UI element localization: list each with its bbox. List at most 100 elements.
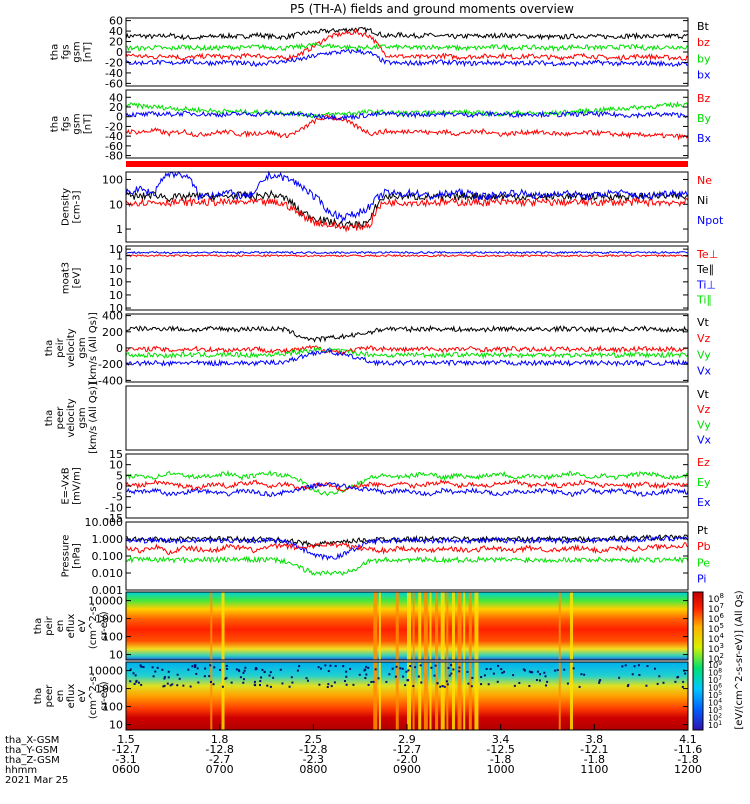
time-value: 0900 (393, 763, 421, 776)
spectrogram-noise-dot (402, 675, 405, 678)
y-tick-label: -60 (105, 77, 123, 90)
colorbar-tick-label: 103 (708, 705, 722, 715)
legend-entry: Te∥ (696, 263, 714, 276)
legend-entry: by (697, 52, 711, 65)
spectrogram-noise-dot (212, 683, 215, 686)
spectrogram-noise-dot (139, 664, 142, 667)
spectrogram-noise-dot (631, 673, 634, 676)
y-axis-label-line: fgs (61, 116, 72, 131)
spectrogram-noise-dot (333, 681, 336, 684)
spectrogram-noise-dot (377, 677, 380, 680)
spectrogram-noise-dot (546, 680, 549, 683)
x-gsm-value: 2.9 (398, 733, 416, 746)
y-tick-label: 400 (102, 310, 123, 323)
legend-entry: bx (697, 69, 711, 82)
spectrogram-noise-dot (349, 667, 352, 670)
spectrogram-event-stripe (440, 662, 445, 730)
spectrogram-noise-dot (367, 683, 370, 686)
y-tick-label: 0.100 (92, 550, 124, 563)
legend-entry: Vz (697, 332, 711, 345)
y-axis-label: tha fgs gsm [nT] (50, 113, 94, 134)
legend-entry: Pi (697, 573, 706, 586)
spectrogram-noise-dot (178, 677, 181, 680)
spectrogram-noise-dot (195, 672, 198, 675)
z-gsm-value: -1.8 (490, 753, 511, 766)
spectrogram-noise-dot (470, 685, 473, 688)
y-axis-label-line: velocity (66, 398, 77, 437)
spectrogram-noise-dot (653, 667, 656, 670)
y-axis-label-line: [nT] (83, 114, 94, 134)
spectrogram-noise-dot (345, 670, 348, 673)
legend-entry: Te⊥ (696, 248, 718, 261)
spectrogram-event-stripe (451, 662, 455, 730)
spectrogram-noise-dot (176, 684, 179, 687)
series-line-bx (125, 48, 688, 68)
y-axis-label: tha fgs gsm [nT] (50, 41, 94, 62)
spectrogram-noise-dot (497, 664, 500, 667)
x-axis-row-label: tha_Y-GSM (5, 745, 58, 756)
spectrogram-noise-dot (225, 676, 228, 679)
series-line-Bt (125, 26, 688, 41)
spectrogram-noise-dot (677, 675, 680, 678)
spectrogram-event-stripe (395, 592, 399, 660)
spectrogram-event-stripe (463, 592, 466, 660)
colorbar-tick-label: 102 (708, 713, 722, 723)
spectrogram-noise-dot (412, 685, 415, 688)
y-tick-label: -5 (112, 491, 123, 504)
spectrogram-noise-dot (254, 667, 257, 670)
z-gsm-value: -3.1 (115, 753, 136, 766)
spectrogram-noise-dot (189, 685, 192, 688)
spectrogram-noise-dot (306, 679, 309, 682)
spectrogram-noise-dot (487, 683, 490, 686)
y-gsm-value: -12.8 (299, 743, 327, 756)
series-line-Pb (125, 541, 689, 556)
spectrogram-noise-dot (171, 683, 174, 686)
legend-entry: Pe (697, 556, 710, 569)
legend-entry: Bx (697, 132, 712, 145)
spectrogram-noise-dot (305, 677, 308, 680)
spectrogram-noise-dot (364, 677, 367, 680)
spectrogram-noise-dot (645, 684, 648, 687)
y-tick-label: 1000 (95, 613, 123, 626)
spectrogram-event-stripe (210, 662, 213, 730)
spectrogram-noise-dot (225, 664, 228, 667)
spectrogram-noise-dot (512, 674, 515, 677)
spectrogram-noise-dot (405, 670, 408, 673)
spectrogram-noise-dot (224, 677, 227, 680)
y-axis-label-line: [eV] (72, 268, 83, 289)
spectrogram-event-stripe (468, 592, 472, 660)
spectrogram-noise-dot (539, 673, 542, 676)
spectrogram-noise-dot (684, 672, 687, 675)
spectrogram-noise-dot (288, 685, 291, 688)
spectrogram-noise-dot (237, 669, 240, 672)
y-tick-label: 100 (102, 631, 123, 644)
spectrogram-noise-dot (219, 668, 222, 671)
y-axis-label-line: peer (55, 406, 66, 430)
spectrogram-noise-dot (441, 685, 444, 688)
y-tick-label: 20 (109, 101, 123, 114)
spectrogram-noise-dot (318, 683, 321, 686)
spectrogram-noise-dot (193, 665, 196, 668)
series-line-Pi (125, 535, 689, 561)
y-axis-label: tha peer velocity gsm [km/s (All Qs)] (44, 382, 99, 454)
z-gsm-value: -2.0 (396, 753, 417, 766)
spectrogram-event-stripe (446, 662, 449, 730)
spectrogram-noise-dot (317, 666, 320, 669)
spectrogram-noise-dot (404, 684, 407, 687)
spectrogram-event-stripe (373, 592, 378, 660)
spectrogram-noise-dot (500, 668, 503, 671)
legend-entry: Vt (697, 316, 710, 329)
spectrogram-noise-dot (681, 685, 684, 688)
y-axis-label-line: tha (33, 688, 44, 704)
spectrogram-noise-dot (208, 675, 211, 678)
x-axis-row-label: tha_Z-GSM (5, 755, 60, 766)
y-axis-label-line: gsm (77, 407, 88, 428)
spectrogram-noise-dot (450, 672, 453, 675)
spectrogram-noise-dot (391, 667, 394, 670)
plot-title: P5 (TH-A) fields and ground moments over… (290, 2, 574, 16)
spectrogram-noise-dot (169, 684, 172, 687)
y-gsm-value: -11.6 (674, 743, 702, 756)
spectrogram-event-stripe (457, 662, 462, 730)
spectrogram-noise-dot (626, 685, 629, 688)
